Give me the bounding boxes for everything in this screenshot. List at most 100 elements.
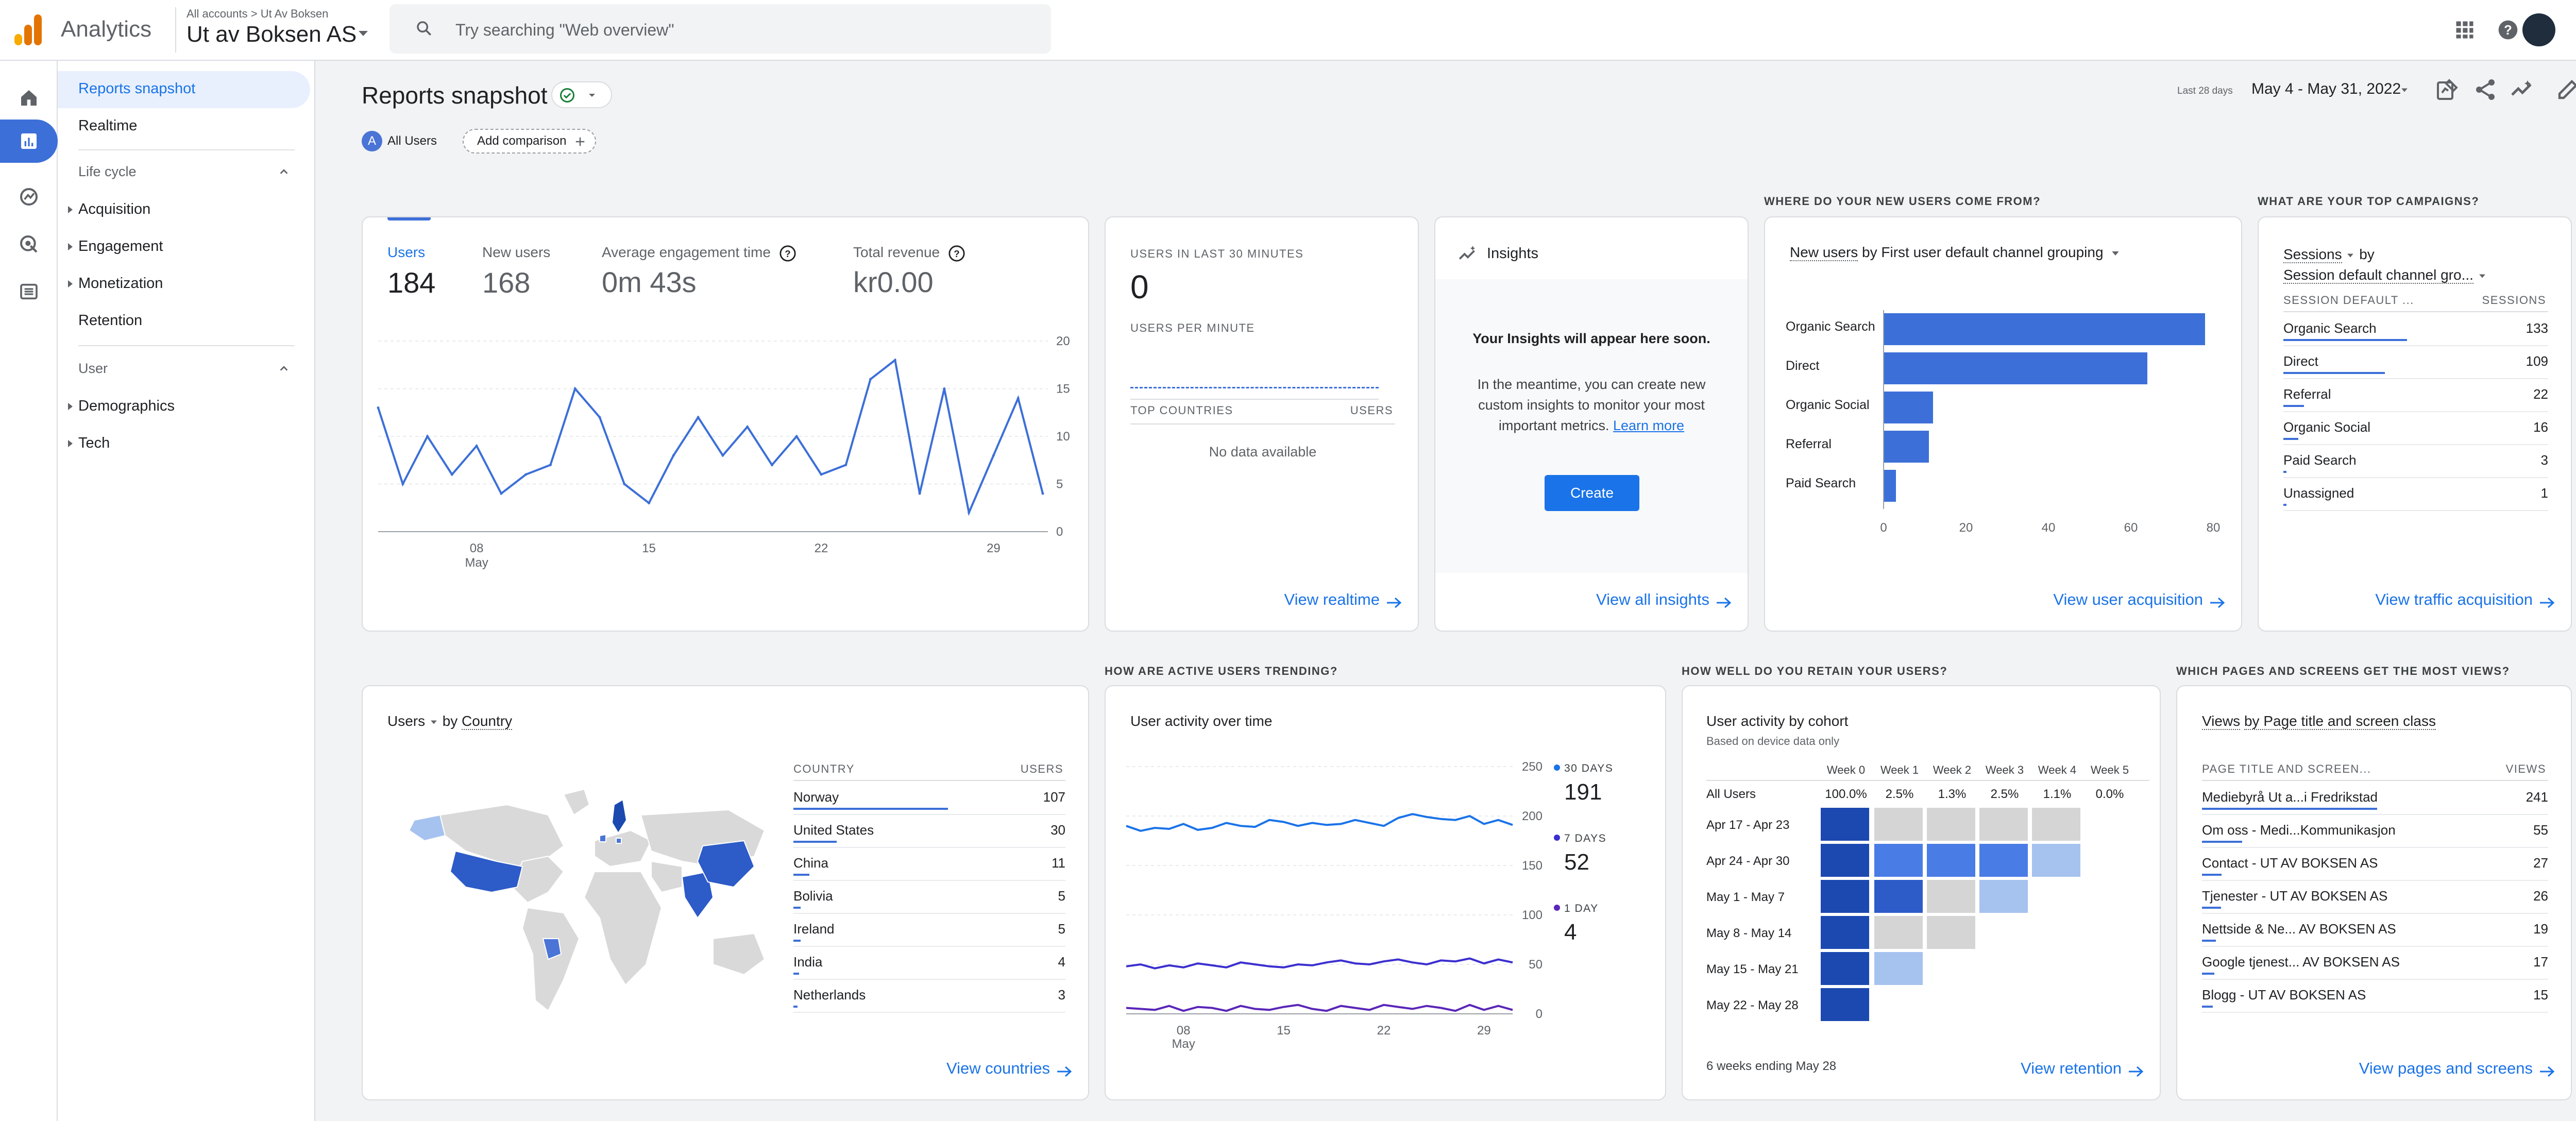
expand-demographics-icon[interactable] [68,403,73,410]
cohort-heatmap[interactable]: Week 0 Week 1 Week 2 Week 3 Week 4 Week 5 All … [1706,763,2149,1031]
view-pages-link[interactable]: View pages and screens [2359,1059,2555,1078]
dimension-selector[interactable]: Session default channel gro... [2283,267,2473,284]
metric-revenue-tab[interactable]: Total revenue ? kr0.00 [853,244,965,299]
chevron-down-icon[interactable] [2110,249,2121,258]
view-countries-link[interactable]: View countries [946,1059,1073,1078]
chevron-down-icon[interactable] [2346,252,2355,259]
table-row[interactable]: Netherlands 3 [793,980,1065,1013]
create-insight-button[interactable]: Create [1545,475,1639,511]
comparison-chip-all-users[interactable]: A All Users [362,128,437,155]
date-dropdown-icon[interactable] [2400,87,2409,94]
map-norway[interactable] [611,799,628,834]
help-outline-icon[interactable]: ? [948,245,965,262]
map-bolivia[interactable] [542,938,562,960]
rail-explore-button[interactable] [7,175,50,218]
users-line-chart[interactable]: 20 15 10 5 0 08 15 22 29 May [373,331,1084,599]
property-selector[interactable]: Ut av Boksen AS [187,22,357,47]
chevron-down-icon[interactable] [2478,273,2487,280]
expand-engagement-icon[interactable] [68,243,73,250]
nav-engagement[interactable]: Engagement [78,238,163,254]
pages-title[interactable]: Views by Page title and screen class [2202,713,2436,730]
map-united-states[interactable] [449,850,523,893]
map-australia[interactable] [713,932,766,976]
property-dropdown-icon[interactable] [359,31,368,36]
metric-selector[interactable]: Users [387,713,426,729]
analytics-logo[interactable] [14,14,42,45]
rail-reports-button[interactable] [0,120,58,163]
nav-lifecycle-header[interactable]: Life cycle [78,164,137,179]
table-row[interactable]: Organic Social 16 [2283,412,2548,445]
table-row[interactable]: Tjenester - UT AV BOKSEN AS 26 [2202,881,2548,914]
map-alaska[interactable] [408,814,446,842]
table-row[interactable]: Om oss - Medi...Kommunikasjon 55 [2202,815,2548,848]
nav-reports-snapshot[interactable]: Reports snapshot [78,80,196,97]
table-row[interactable]: Referral 22 [2283,379,2548,412]
chevron-down-icon[interactable] [429,719,438,726]
rail-configure-button[interactable] [7,270,50,313]
metric-selector[interactable]: New users [1790,244,1858,261]
table-row[interactable]: India 4 [793,947,1065,980]
dimension-selector[interactable]: by First user default channel grouping [1862,244,2104,260]
table-row[interactable]: China 11 [793,848,1065,881]
table-row[interactable]: Contact - UT AV BOKSEN AS 27 [2202,848,2548,881]
acquisition-bar-chart[interactable]: Organic Search Direct Organic Social Referr… [1775,295,2229,563]
map-africa[interactable] [583,871,663,986]
map-ireland[interactable] [599,834,606,842]
table-row[interactable]: Paid Search 3 [2283,445,2548,478]
table-row[interactable]: Bolivia 5 [793,881,1065,914]
rail-home-button[interactable] [7,76,50,120]
table-row[interactable]: Norway 107 [793,782,1065,815]
chevron-up-icon[interactable] [278,166,290,177]
nav-retention[interactable]: Retention [78,312,143,329]
dimension-selector[interactable]: Country [462,713,513,730]
chevron-up-icon[interactable] [278,363,290,374]
insights-trend-icon[interactable] [2509,77,2534,102]
map-greenland[interactable] [563,788,590,816]
nav-realtime[interactable]: Realtime [78,117,138,134]
table-row[interactable]: Ireland 5 [793,914,1065,947]
metric-users-tab[interactable]: Users 184 [387,244,435,299]
add-comparison-button[interactable]: Add comparison [463,129,597,154]
world-map[interactable] [394,784,785,1031]
customize-report-icon[interactable] [2435,77,2460,102]
map-south-america[interactable] [521,907,580,1012]
nav-tech[interactable]: Tech [78,435,110,451]
map-netherlands[interactable] [616,838,622,844]
table-row[interactable]: Direct 109 [2283,346,2548,379]
map-china[interactable] [697,840,755,888]
view-user-acquisition-link[interactable]: View user acquisition [2053,590,2226,609]
view-realtime-link[interactable]: View realtime [1284,590,1402,609]
nav-demographics[interactable]: Demographics [78,398,175,414]
account-avatar[interactable] [2522,13,2555,46]
map-europe[interactable] [594,829,652,868]
share-icon[interactable] [2473,77,2498,102]
learn-more-link[interactable]: Learn more [1613,418,1685,433]
search-box[interactable]: Try searching "Web overview" [389,4,1051,54]
help-icon[interactable]: ? [2497,19,2519,41]
table-row[interactable]: Mediebyrå Ut a...i Fredrikstad 241 [2202,782,2548,815]
metric-new-users-tab[interactable]: New users 168 [482,244,550,299]
expand-acquisition-icon[interactable] [68,206,73,213]
nav-monetization[interactable]: Monetization [78,275,163,292]
map-middle-east[interactable] [651,860,683,893]
metric-engagement-tab[interactable]: Average engagement time ? 0m 43s [602,244,796,299]
dimension-selector[interactable]: by Page title and screen class [2244,713,2436,730]
expand-monetization-icon[interactable] [68,280,73,287]
edit-icon[interactable] [2555,77,2576,102]
help-outline-icon[interactable]: ? [779,245,796,262]
countries-title[interactable]: Users by Country [387,713,513,730]
apps-icon[interactable] [2453,19,2476,41]
view-traffic-acquisition-link[interactable]: View traffic acquisition [2375,590,2555,609]
campaigns-title[interactable]: Sessions by Session default channel gro.… [2283,244,2487,285]
expand-tech-icon[interactable] [68,440,73,447]
table-row[interactable]: United States 30 [793,815,1065,848]
table-row[interactable]: Unassigned 1 [2283,478,2548,511]
table-row[interactable]: Blogg - UT AV BOKSEN AS 15 [2202,980,2548,1013]
report-status-dropdown[interactable] [551,81,612,108]
view-retention-link[interactable]: View retention [2021,1059,2144,1078]
nav-user-header[interactable]: User [78,361,108,376]
view-all-insights-link[interactable]: View all insights [1596,590,1732,609]
table-row[interactable]: Organic Search 133 [2283,313,2548,346]
date-range-picker[interactable]: May 4 - May 31, 2022 [2251,80,2401,97]
account-breadcrumb[interactable]: All accounts > Ut Av Boksen [187,7,329,20]
